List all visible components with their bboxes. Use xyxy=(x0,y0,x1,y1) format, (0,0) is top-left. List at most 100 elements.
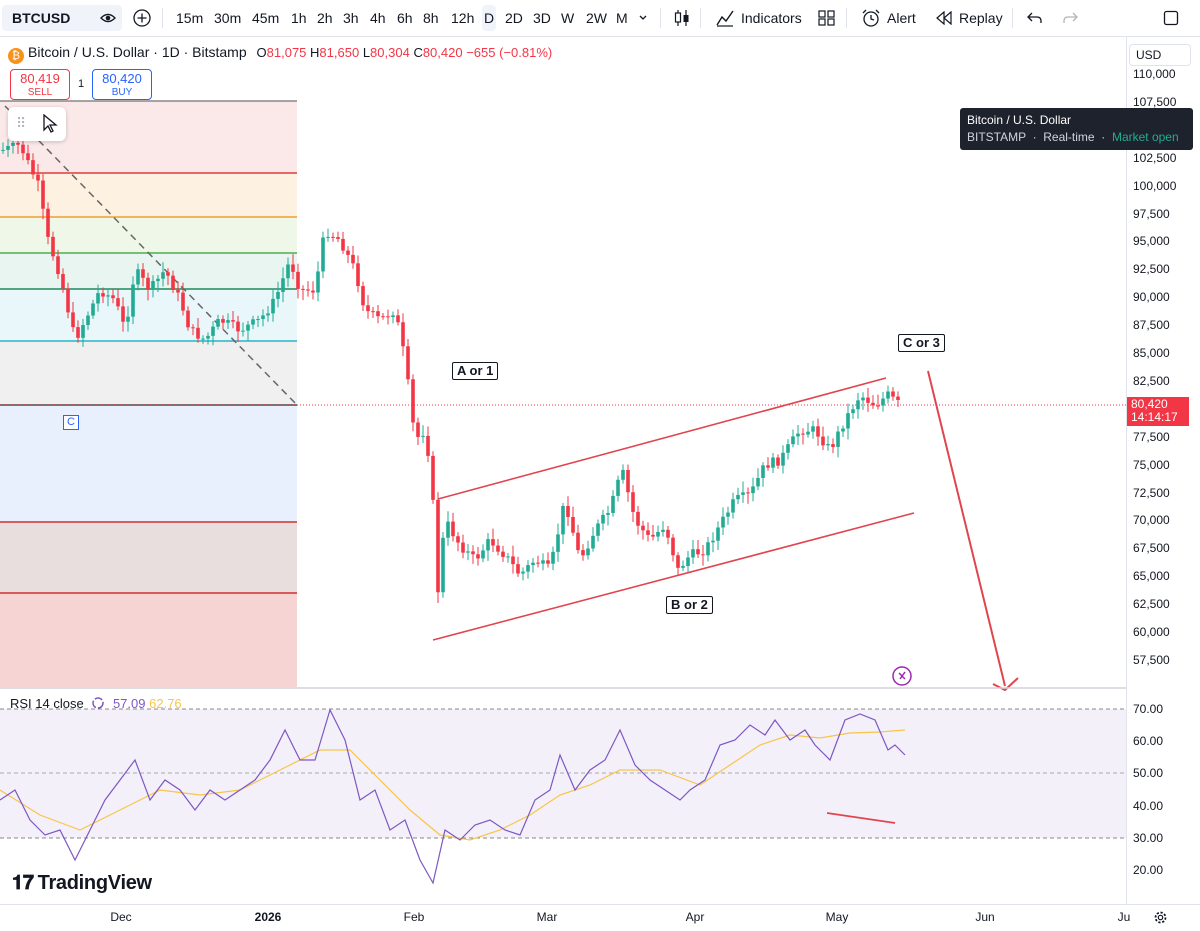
candle[interactable] xyxy=(651,534,655,537)
candle[interactable] xyxy=(896,396,900,401)
fib-trend-line[interactable] xyxy=(4,105,298,406)
candle[interactable] xyxy=(776,457,780,466)
indicators-button[interactable]: Indicators xyxy=(741,10,802,26)
candle[interactable] xyxy=(176,289,180,293)
candle[interactable] xyxy=(86,315,90,326)
sell-button[interactable]: 80,419 SELL xyxy=(10,69,70,100)
chart-canvas[interactable] xyxy=(0,37,1126,904)
candle[interactable] xyxy=(816,426,820,437)
price-axis[interactable]: 110,000107,500105,000102,500100,00097,50… xyxy=(1126,37,1200,905)
candle[interactable] xyxy=(426,435,430,456)
interval-2d[interactable]: 2D xyxy=(505,10,523,26)
candle[interactable] xyxy=(456,536,460,543)
candle[interactable] xyxy=(271,298,275,314)
candle[interactable] xyxy=(111,295,115,299)
candle[interactable] xyxy=(91,303,95,316)
candle[interactable] xyxy=(286,264,290,279)
candle[interactable] xyxy=(101,293,105,297)
candle[interactable] xyxy=(151,281,155,290)
candlestick-series[interactable] xyxy=(1,132,900,603)
candle[interactable] xyxy=(476,554,480,559)
candle[interactable] xyxy=(801,433,805,435)
candle[interactable] xyxy=(451,521,455,537)
candle[interactable] xyxy=(331,236,335,238)
interval-8h[interactable]: 8h xyxy=(423,10,439,26)
candle[interactable] xyxy=(231,320,235,322)
candle[interactable] xyxy=(886,391,890,399)
eye-icon[interactable] xyxy=(100,11,116,25)
candle[interactable] xyxy=(496,545,500,552)
candle[interactable] xyxy=(706,542,710,556)
candle[interactable] xyxy=(416,422,420,437)
interval-w[interactable]: W xyxy=(561,10,575,26)
candle[interactable] xyxy=(636,511,640,526)
candle[interactable] xyxy=(156,278,160,282)
candle[interactable] xyxy=(121,306,125,322)
candle[interactable] xyxy=(211,326,215,336)
candle[interactable] xyxy=(241,330,245,332)
candle[interactable] xyxy=(491,539,495,546)
sparkle-icon[interactable] xyxy=(892,666,912,686)
candle[interactable] xyxy=(236,321,240,332)
wave-label-b[interactable]: B or 2 xyxy=(666,596,713,614)
candle[interactable] xyxy=(376,311,380,317)
settings-gear-icon[interactable] xyxy=(1153,910,1168,925)
candle[interactable] xyxy=(646,530,650,535)
candle[interactable] xyxy=(141,269,145,278)
candle[interactable] xyxy=(181,292,185,311)
candle[interactable] xyxy=(6,145,10,150)
candle[interactable] xyxy=(656,531,660,537)
candle[interactable] xyxy=(576,532,580,551)
interval-15m[interactable]: 15m xyxy=(176,10,204,26)
replay-icon[interactable] xyxy=(935,11,953,25)
candle[interactable] xyxy=(486,539,490,551)
candle[interactable] xyxy=(616,479,620,496)
candle[interactable] xyxy=(441,537,445,593)
candle[interactable] xyxy=(311,290,315,293)
candle[interactable] xyxy=(676,555,680,568)
candle[interactable] xyxy=(166,272,170,276)
candle[interactable] xyxy=(726,512,730,517)
redo-icon[interactable] xyxy=(1062,11,1078,25)
alert-button[interactable]: Alert xyxy=(887,10,916,26)
fullscreen-icon[interactable] xyxy=(1163,10,1179,26)
candle[interactable] xyxy=(76,327,80,338)
candle[interactable] xyxy=(356,263,360,287)
candle[interactable] xyxy=(681,565,685,568)
candles-style-icon[interactable] xyxy=(673,8,691,28)
candle[interactable] xyxy=(771,457,775,468)
candle[interactable] xyxy=(96,293,100,304)
cursor-arrow-icon[interactable] xyxy=(42,114,58,134)
candle[interactable] xyxy=(171,275,175,290)
candle[interactable] xyxy=(206,335,210,339)
candle[interactable] xyxy=(686,557,690,566)
candle[interactable] xyxy=(736,494,740,500)
candle[interactable] xyxy=(66,288,70,313)
candle[interactable] xyxy=(631,492,635,512)
candle[interactable] xyxy=(106,295,110,297)
candle[interactable] xyxy=(831,444,835,447)
candle[interactable] xyxy=(536,562,540,564)
candle[interactable] xyxy=(301,288,305,290)
candle[interactable] xyxy=(541,560,545,564)
candle[interactable] xyxy=(126,316,130,322)
candle[interactable] xyxy=(396,315,400,323)
chevron-down-icon[interactable] xyxy=(638,13,648,23)
candle[interactable] xyxy=(731,499,735,513)
drag-handle-icon[interactable]: ⠿ xyxy=(16,115,27,131)
candle[interactable] xyxy=(36,174,40,181)
candle[interactable] xyxy=(306,289,310,291)
interval-45m[interactable]: 45m xyxy=(252,10,280,26)
wave-label-c[interactable]: C or 3 xyxy=(898,334,945,352)
candle[interactable] xyxy=(741,492,745,495)
candle[interactable] xyxy=(506,556,510,558)
channel-lower-line[interactable] xyxy=(432,512,915,641)
interval-2w[interactable]: 2W xyxy=(586,10,607,26)
candle[interactable] xyxy=(31,160,35,175)
interval-4h[interactable]: 4h xyxy=(370,10,386,26)
interval-1h[interactable]: 1h xyxy=(291,10,307,26)
candle[interactable] xyxy=(226,320,230,323)
candle[interactable] xyxy=(136,269,140,285)
candle[interactable] xyxy=(401,322,405,347)
candle[interactable] xyxy=(851,409,855,414)
